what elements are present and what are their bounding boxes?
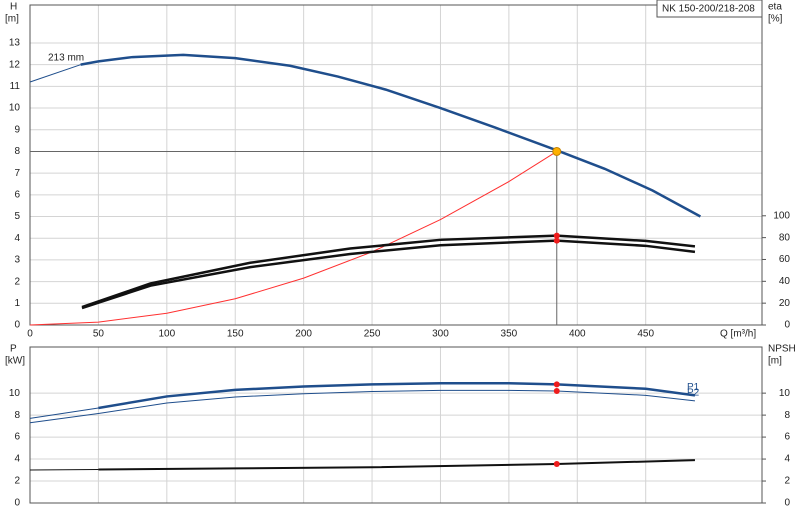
y-tick-label: 10 [9, 103, 21, 114]
marker [552, 146, 562, 156]
marker [553, 387, 560, 394]
y2-axis-label: NPSH [768, 344, 796, 355]
title-box [656, 0, 763, 18]
y-tick-label: 4 [14, 454, 20, 465]
x-tick-label: 350 [501, 329, 518, 340]
chart-title: NK 150-200/218-208 [662, 4, 755, 15]
y2-tick-label: 80 [779, 232, 791, 243]
x-tick-label: 50 [93, 329, 105, 340]
marker [553, 461, 560, 467]
x-tick-label: 200 [295, 329, 312, 340]
y-axis-label: H [10, 2, 17, 13]
y-tick-label: 9 [14, 124, 20, 135]
y-tick-label: 12 [9, 59, 21, 70]
plot-frame [29, 4, 763, 326]
y-tick-label: 7 [14, 168, 20, 179]
x-tick-label: 450 [637, 329, 654, 340]
y-tick-label: 10 [9, 388, 21, 399]
y-tick-label: 2 [14, 276, 20, 287]
y-tick-label: 6 [14, 432, 20, 443]
x-tick-label: 100 [158, 329, 175, 340]
y-tick-label: 11 [10, 81, 21, 92]
annotation: 213 mm [48, 53, 84, 64]
y-tick-label: 2 [14, 476, 20, 487]
x-tick-label: 250 [364, 329, 381, 340]
x-tick-label: 0 [27, 329, 33, 340]
y-tick-label: 4 [14, 233, 20, 244]
marker [553, 381, 560, 388]
y2-tick-label: 4 [784, 454, 790, 465]
y2-axis-unit: [%] [768, 14, 783, 25]
y-tick-label: 0 [14, 320, 20, 331]
y-tick-label: 0 [14, 498, 20, 509]
x-axis-label: Q [m³/h] [720, 329, 756, 340]
y-tick-label: 6 [14, 189, 20, 200]
y-tick-label: 3 [14, 255, 20, 266]
x-tick-label: 150 [227, 329, 244, 340]
y2-tick-label: 20 [779, 298, 791, 309]
curve [29, 64, 81, 83]
marker [553, 232, 560, 239]
y-tick-label: 1 [14, 298, 20, 309]
y2-tick-label: 10 [779, 388, 791, 399]
y-tick-label: 5 [14, 211, 20, 222]
marker [553, 237, 560, 244]
plot-frame [29, 346, 763, 504]
y2-tick-label: 8 [784, 410, 790, 421]
y-axis-unit: [m] [5, 14, 19, 25]
curve-label: P2 [687, 387, 700, 398]
y2-tick-label: 6 [784, 432, 790, 443]
y2-tick-label: 40 [779, 276, 791, 287]
y2-tick-label: 100 [773, 210, 790, 221]
y2-axis-unit: [m] [768, 356, 782, 367]
y-tick-label: 13 [9, 38, 21, 49]
y-tick-label: 8 [14, 146, 20, 157]
curve [29, 389, 696, 424]
curve [80, 53, 702, 218]
y2-tick-label: 60 [779, 254, 791, 265]
curve-label: P1 [687, 382, 700, 393]
curve [81, 234, 696, 309]
y-axis-label: P [10, 344, 17, 355]
curve [98, 382, 696, 410]
curve [29, 407, 99, 419]
y2-tick-label: 0 [784, 320, 790, 331]
y-axis-unit: [kW] [5, 356, 25, 367]
y2-tick-label: 0 [784, 498, 790, 509]
y2-tick-label: 2 [784, 476, 790, 487]
curve [81, 239, 696, 310]
y2-axis-label: eta [768, 2, 782, 13]
y-tick-label: 8 [14, 410, 20, 421]
curve [29, 468, 99, 471]
x-tick-label: 300 [432, 329, 449, 340]
curve [98, 459, 695, 471]
x-tick-label: 400 [569, 329, 586, 340]
curve [29, 151, 558, 326]
